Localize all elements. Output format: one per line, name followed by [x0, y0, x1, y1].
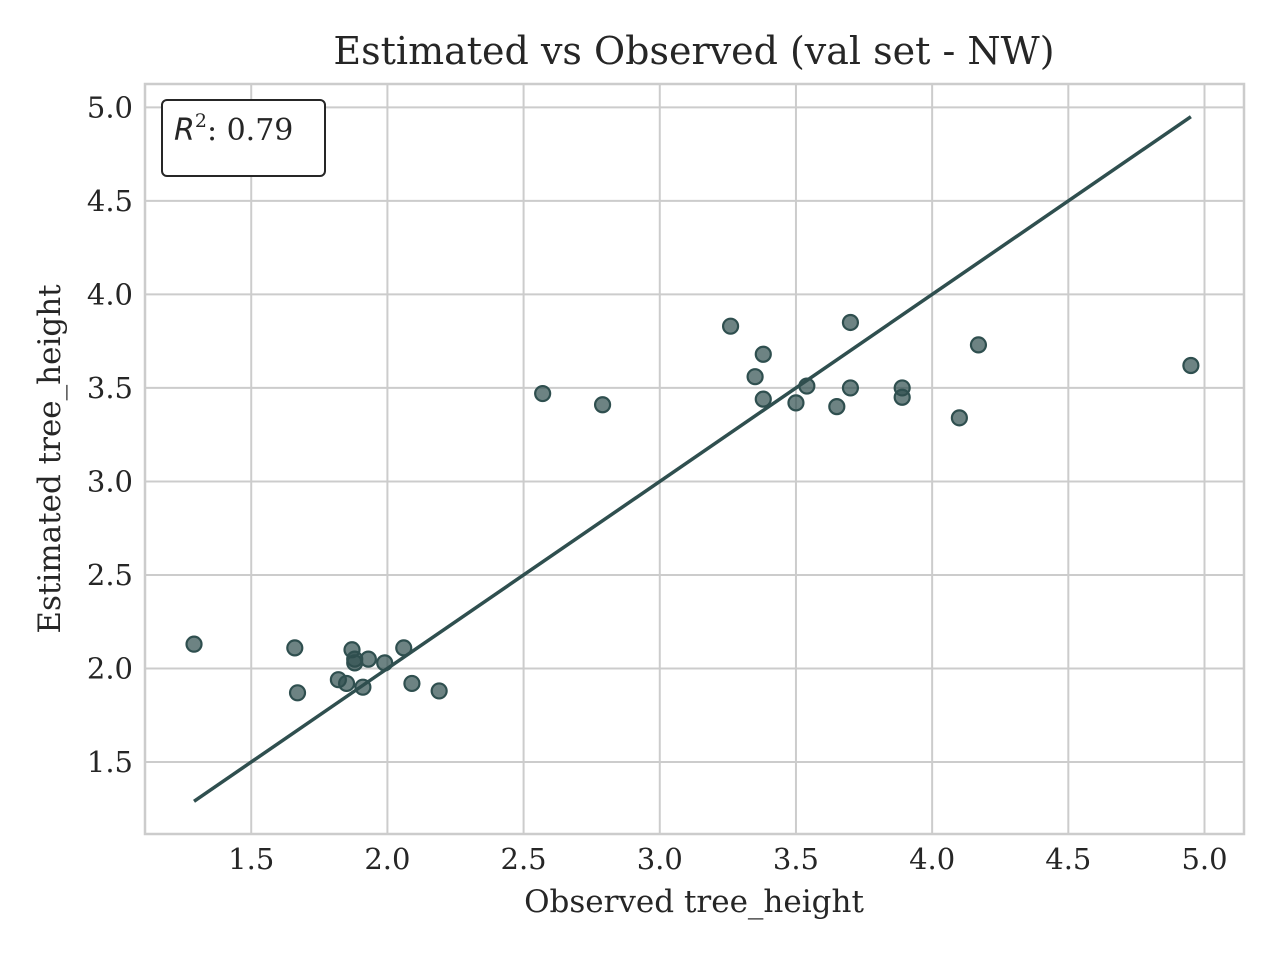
grid	[145, 84, 1244, 834]
x-tick-label: 1.5	[228, 842, 274, 876]
chart-title: Estimated vs Observed (val set - NW)	[333, 29, 1054, 73]
y-tick-label: 5.0	[87, 90, 133, 124]
x-tick-label: 5.0	[1181, 842, 1227, 876]
data-point	[893, 388, 911, 406]
y-axis-label: Estimated tree_height	[32, 284, 68, 634]
x-tick-label: 4.5	[1045, 842, 1091, 876]
data-point	[746, 368, 764, 386]
r2-annotation: R2: 0.79	[161, 99, 326, 177]
y-tick-label: 2.0	[87, 651, 133, 685]
data-point	[337, 674, 356, 693]
data-point	[841, 313, 860, 332]
data-point	[841, 379, 860, 397]
x-axis-ticks: 1.5 2.0 2.5 3.0 3.5 4.0 4.5 5.0	[228, 842, 1227, 876]
y-tick-label: 2.5	[87, 558, 133, 592]
y-axis-ticks: 1.5 2.0 2.5 3.0 3.5 4.0 4.5 5.0	[87, 90, 133, 779]
data-point	[430, 682, 448, 700]
plot-frame	[143, 82, 1246, 836]
data-point	[403, 674, 421, 693]
data-point	[798, 377, 816, 395]
x-tick-label: 3.0	[637, 842, 683, 876]
data-point	[354, 678, 372, 696]
y-tick-label: 3.5	[87, 371, 133, 405]
data-point	[754, 390, 772, 408]
y-tick-label: 4.0	[87, 277, 133, 311]
data-point	[534, 384, 552, 403]
x-tick-label: 2.5	[501, 842, 547, 876]
data-point	[185, 635, 203, 653]
y-tick-label: 1.5	[87, 745, 133, 779]
x-tick-label: 4.0	[909, 842, 955, 876]
data-point	[593, 396, 612, 414]
data-point	[969, 336, 988, 354]
data-point	[376, 654, 394, 672]
data-point	[754, 345, 772, 363]
data-point	[828, 398, 846, 416]
data-point	[1182, 356, 1200, 375]
data-point	[359, 650, 377, 668]
data-point	[721, 317, 740, 335]
r2-annotation-text: R2: 0.79	[174, 110, 293, 148]
x-tick-label: 3.5	[773, 842, 819, 876]
data-point	[787, 394, 805, 412]
y-tick-label: 4.5	[87, 184, 133, 218]
data-point	[950, 409, 968, 427]
data-point	[288, 684, 307, 702]
y-tick-label: 3.0	[87, 464, 133, 498]
data-points	[185, 313, 1200, 702]
x-tick-label: 2.0	[364, 842, 410, 876]
x-axis-label: Observed tree_height	[524, 884, 864, 920]
r2-annotation-box	[161, 99, 326, 177]
data-point	[395, 639, 413, 657]
data-point	[286, 639, 304, 657]
